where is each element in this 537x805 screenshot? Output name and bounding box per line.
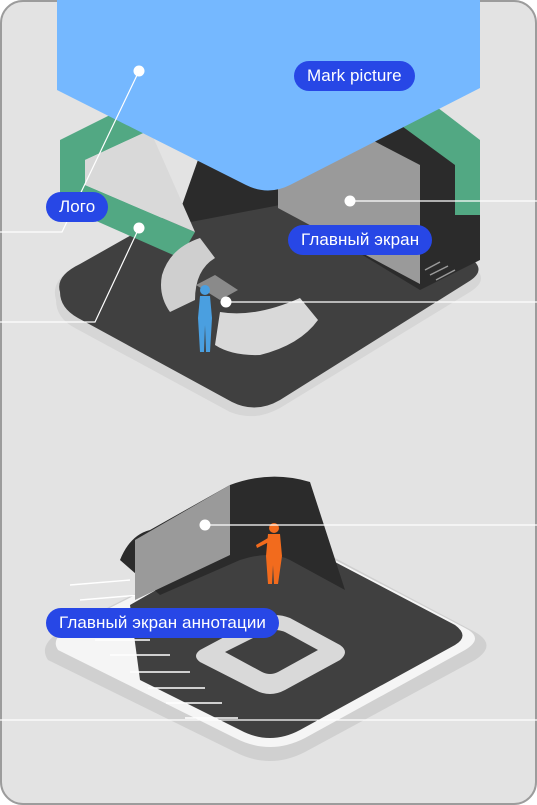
mark-picture-shape <box>57 0 480 191</box>
top-bench-front <box>215 298 318 356</box>
annotation-screen-panel <box>135 485 230 600</box>
top-box <box>196 275 238 300</box>
inner-island-pit <box>225 630 318 674</box>
top-bench-left <box>161 238 215 312</box>
bottom-stairs <box>69 579 238 719</box>
label-main-screen-annotations: Главный экран аннотации <box>46 608 280 638</box>
bottom-island <box>44 476 487 761</box>
leader-lines <box>0 70 537 721</box>
top-stairs <box>424 261 456 281</box>
logo-sign-panel <box>85 130 195 232</box>
label-mark-picture: Mark picture <box>294 61 415 91</box>
person-blue-figure <box>198 285 212 352</box>
label-main-screen: Главный экран <box>288 225 433 255</box>
leader-dots <box>133 65 356 531</box>
label-logo: Лого <box>46 192 109 222</box>
